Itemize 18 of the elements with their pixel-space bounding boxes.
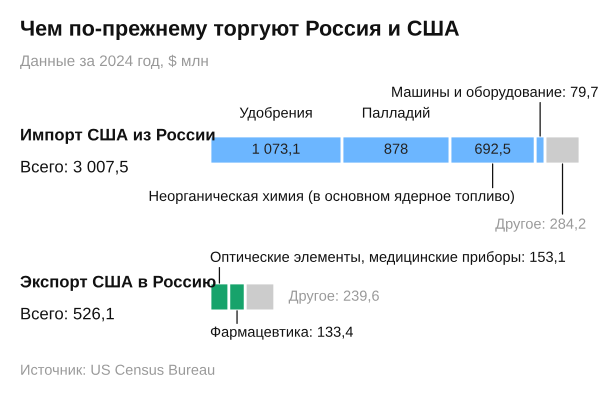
y-tick-label: Импорт США из России — [21, 128, 214, 144]
series-label: Палладий — [362, 106, 430, 121]
data-label: 692,5 — [475, 144, 510, 156]
series-label: Удобрения — [240, 106, 312, 121]
text: Оптические элементы, медицинские приборы: 153,1 — [210, 251, 566, 265]
data-label: 1 073,1 — [252, 144, 300, 156]
y-tick-label: Экспорт США в Россию — [20, 276, 216, 291]
text: Машины и оборудование: 79,7 — [392, 86, 598, 100]
text: Всего: 526,1 — [21, 308, 114, 322]
text: Фармацевтика: 133,4 — [210, 326, 353, 340]
text: Другое: 284,2 — [495, 218, 586, 232]
data-label: 878 — [384, 144, 408, 154]
chart-title: Чем по-прежнему торгуют Россия и США — [21, 20, 460, 40]
chart-subtitle: Данные за 2024 год, $ млн — [20, 54, 208, 70]
text: Источник: US Census Bureau — [21, 364, 214, 375]
series-label: Неорганическая химия (в основном ядерное топливо) — [150, 190, 514, 204]
text: Всего: 3 007,5 — [21, 160, 128, 174]
text: Другое: 239,6 — [288, 290, 379, 304]
